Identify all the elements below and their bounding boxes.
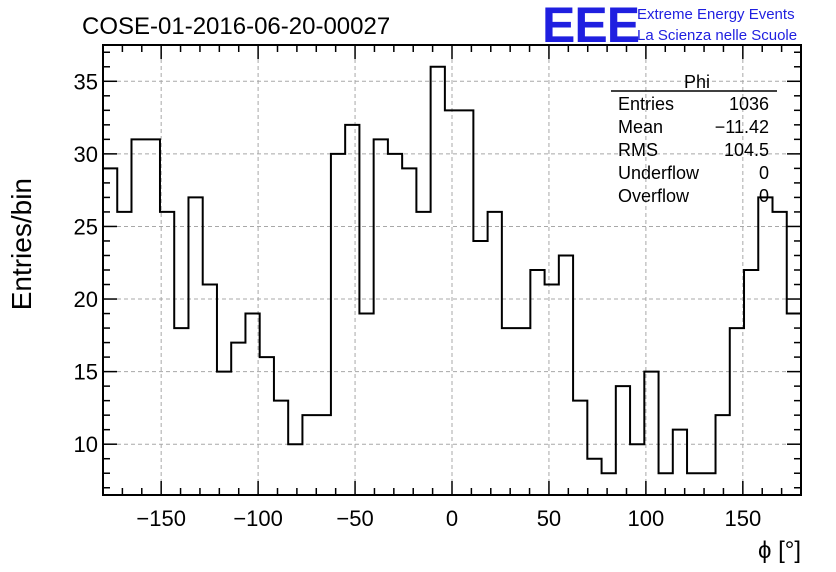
plot-frame <box>102 44 802 496</box>
stats-rows: Entries 1036 Mean −11.42 RMS 104.5 Underflow 0 O… <box>618 94 769 206</box>
y-tick-label: 15 <box>74 360 98 385</box>
tick-labels: −150 −100 −50 0 50 100 150 10 15 20 25 30 35 <box>74 69 762 531</box>
eee-logo: EEE Extreme Energy Events La Scienza nel… <box>542 0 797 53</box>
axis-ticks <box>103 45 801 495</box>
y-tick-label: 10 <box>74 432 98 457</box>
x-tick-label: 150 <box>724 506 761 531</box>
x-tick-label: −100 <box>233 506 283 531</box>
stats-row-label: Mean <box>618 117 663 137</box>
y-tick-label: 20 <box>74 287 98 312</box>
stats-row-value: 0 <box>759 163 769 183</box>
grid-lines <box>103 45 801 495</box>
stats-row-label: Entries <box>618 94 674 114</box>
stats-row-label: RMS <box>618 140 658 160</box>
chart-title: COSE-01-2016-06-20-00027 <box>82 13 390 40</box>
stats-row-value: 1036 <box>729 94 769 114</box>
x-tick-label: 0 <box>446 506 458 531</box>
stats-box: Phi Entries 1036 Mean −11.42 RMS 104.5 Underfl… <box>611 72 777 206</box>
stats-row-label: Underflow <box>618 163 700 183</box>
x-axis-label: ϕ [°] <box>758 537 801 564</box>
x-tick-label: −150 <box>136 506 186 531</box>
eee-logo-line1: Extreme Energy Events <box>637 6 795 23</box>
x-tick-label: −50 <box>336 506 373 531</box>
y-tick-label: 35 <box>74 69 98 94</box>
x-tick-label: 50 <box>537 506 561 531</box>
y-axis-label: Entries/bin <box>6 178 37 310</box>
stats-row-value: 0 <box>759 186 769 206</box>
stats-row-value: −11.42 <box>715 117 769 137</box>
y-tick-label: 30 <box>74 142 98 167</box>
stats-name: Phi <box>684 72 710 92</box>
stats-row-value: 104.5 <box>724 140 769 160</box>
eee-logo-line2: La Scienza nelle Scuole <box>637 27 797 44</box>
stats-row-label: Overflow <box>618 186 690 206</box>
x-tick-label: 100 <box>628 506 665 531</box>
histogram-series <box>102 65 802 495</box>
y-tick-label: 25 <box>74 214 98 239</box>
